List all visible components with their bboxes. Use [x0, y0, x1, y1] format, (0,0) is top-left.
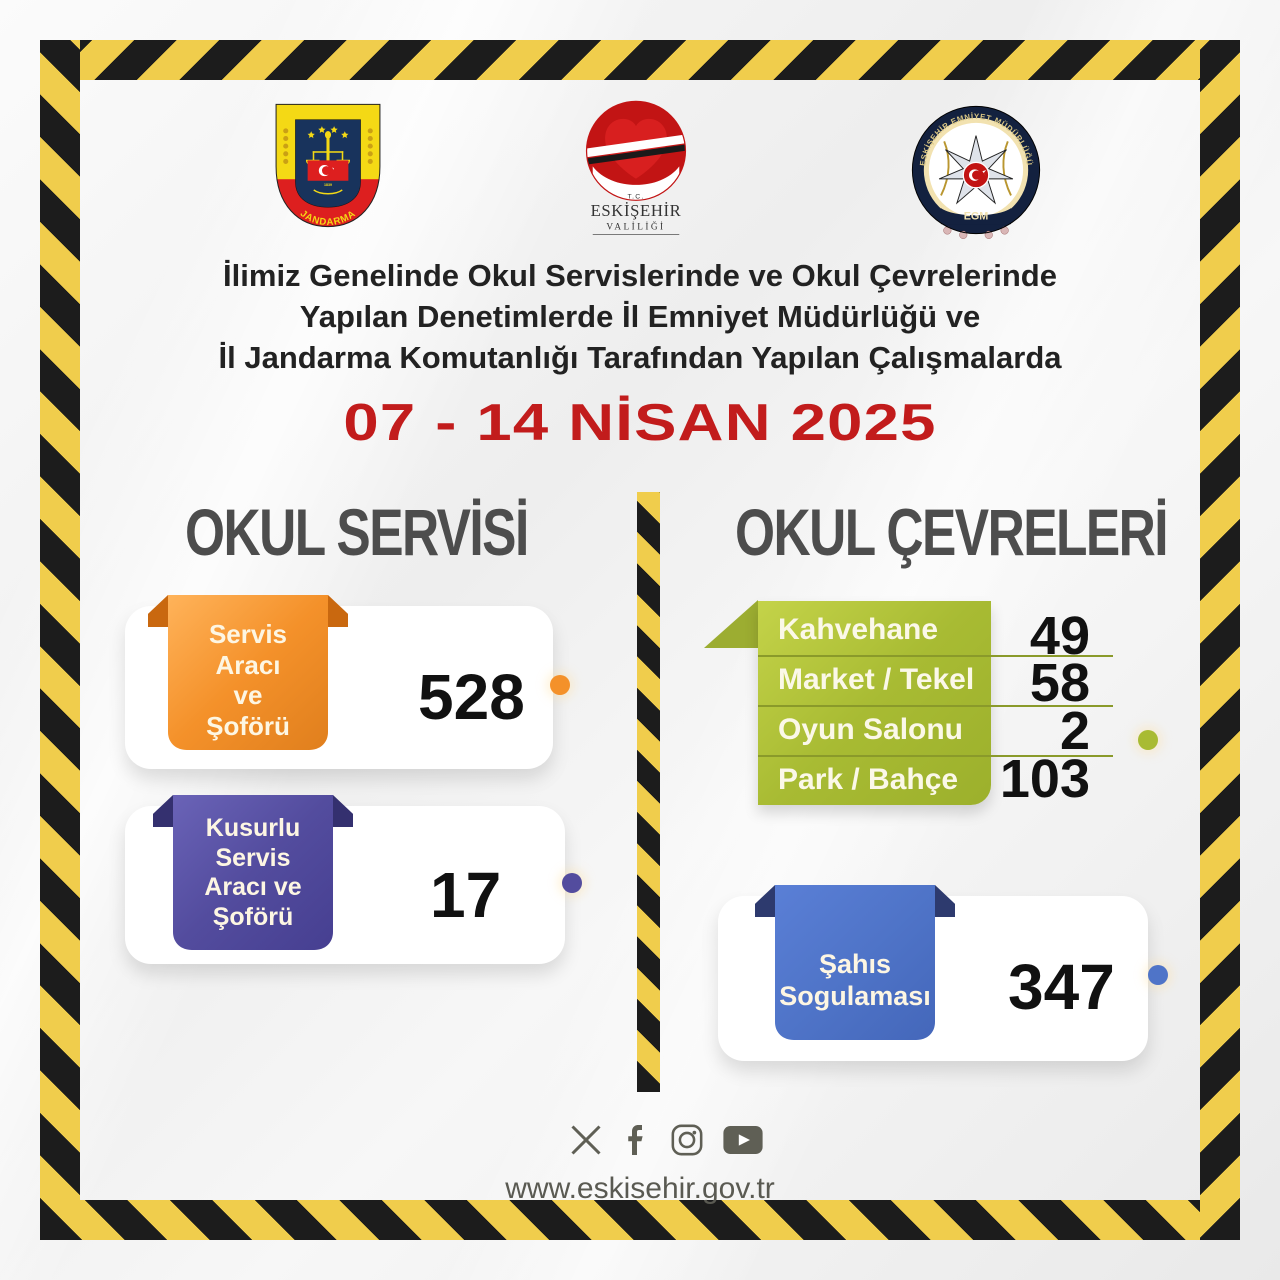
svg-text:ESKİŞEHİR: ESKİŞEHİR — [591, 201, 682, 220]
svg-text:EGM: EGM — [964, 211, 989, 223]
svg-text:VALİLİĞİ: VALİLİĞİ — [606, 221, 665, 232]
svg-text:1839: 1839 — [324, 183, 332, 187]
svg-text:T.C.: T.C. — [627, 193, 644, 200]
